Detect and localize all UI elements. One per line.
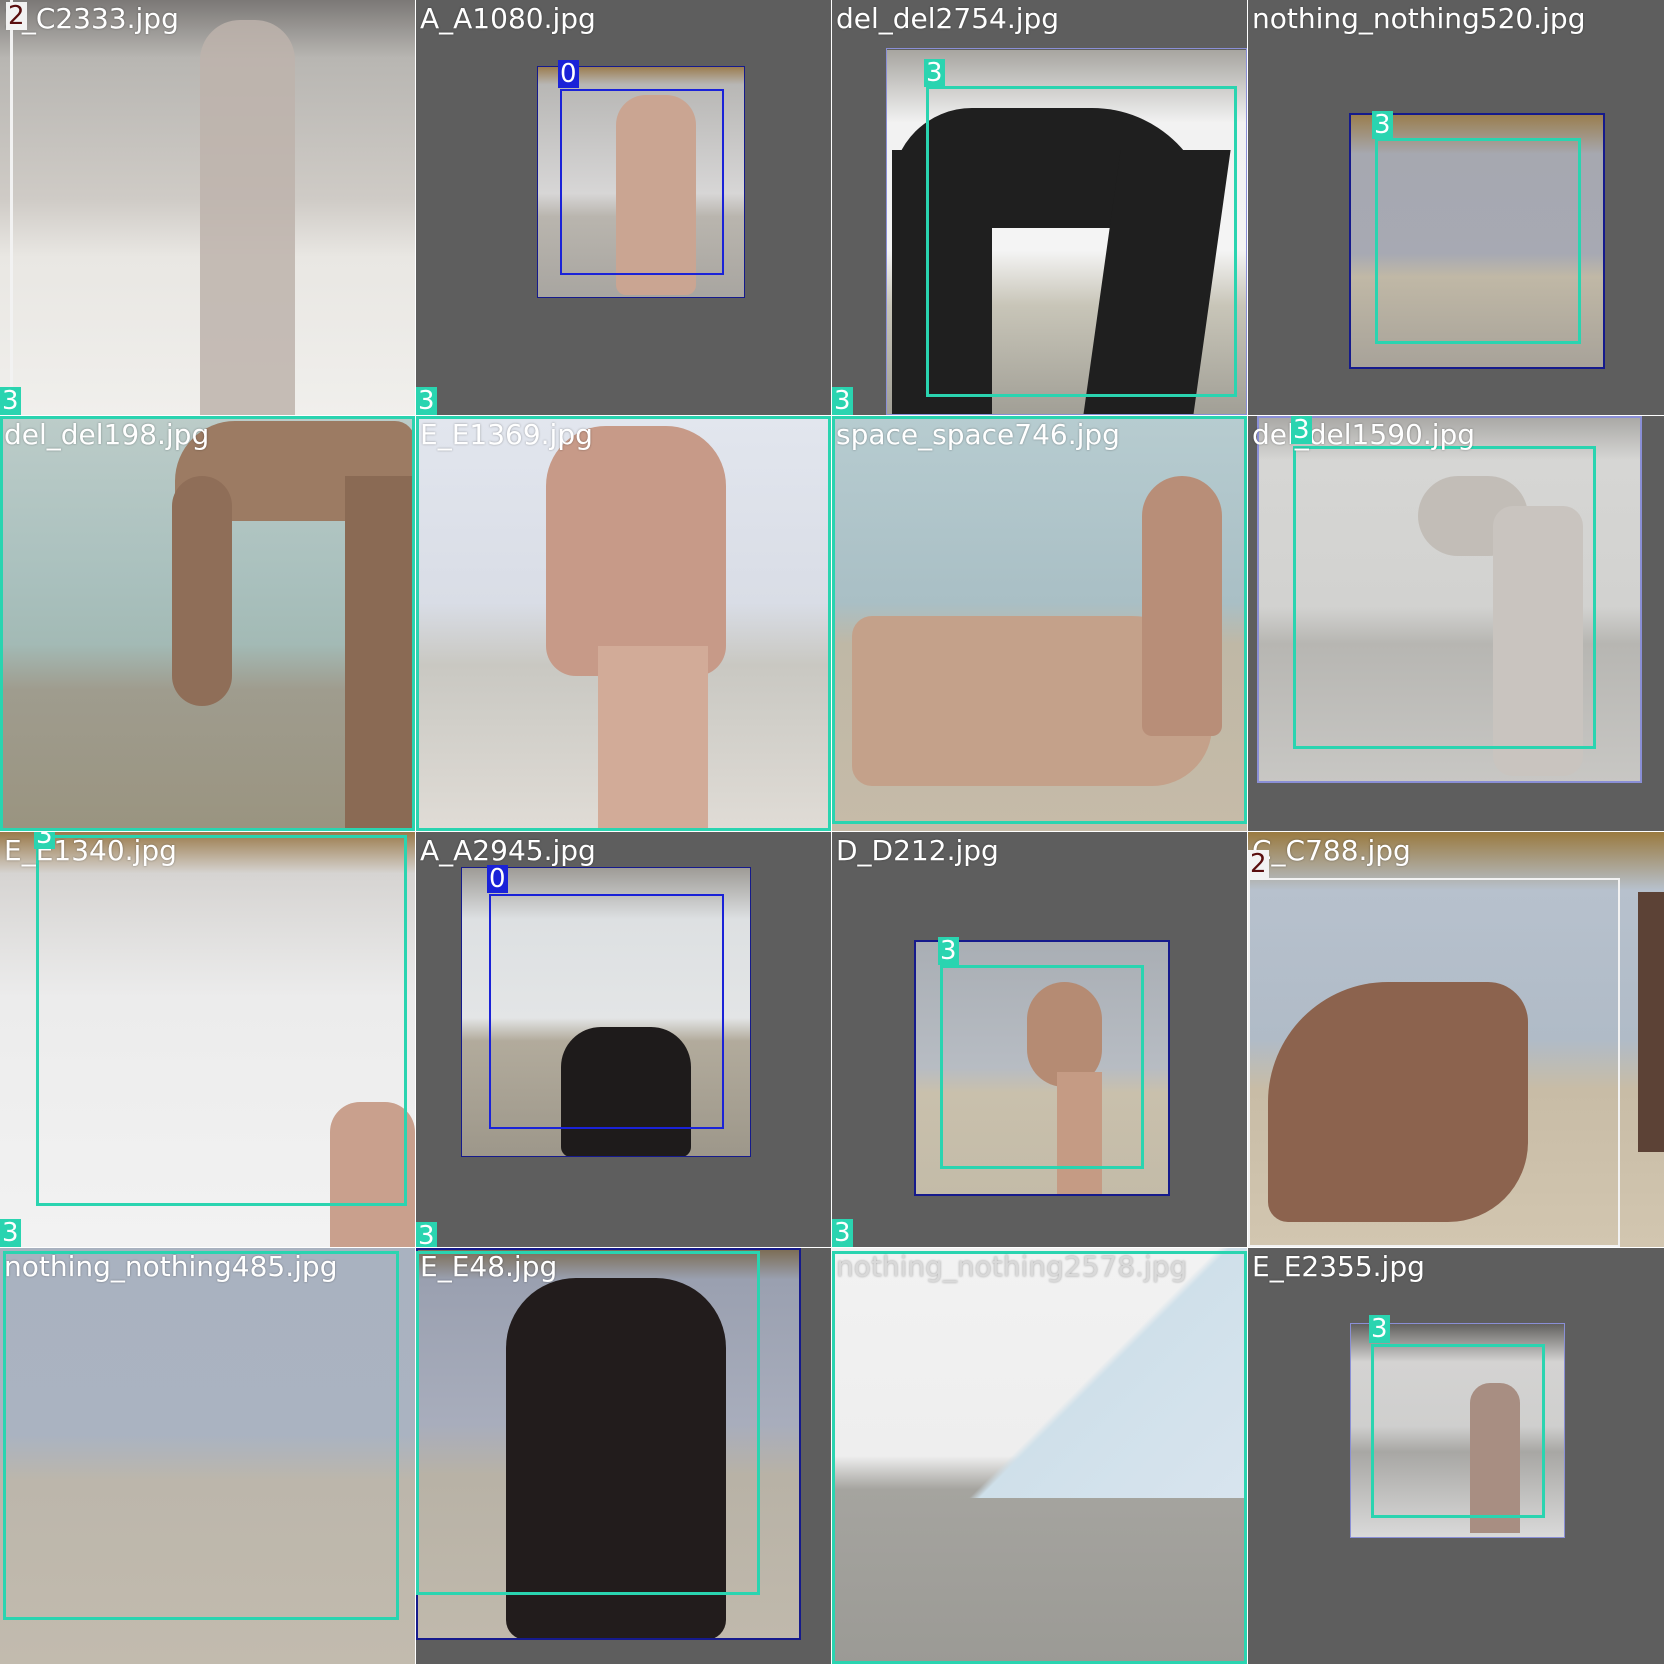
divider (831, 0, 832, 1664)
hand-shape (561, 1027, 691, 1157)
arm-shape (1638, 892, 1664, 1152)
bbox (1293, 446, 1596, 749)
class-tag: 3 (416, 386, 437, 415)
bbox (832, 1251, 1247, 1664)
class-tag: 3 (924, 58, 945, 88)
arm-shape (1493, 506, 1583, 776)
class-tag: 3 (416, 1222, 437, 1247)
class-tag: 0 (558, 59, 579, 89)
filename-label: E_E48.jpg (420, 1250, 558, 1283)
image-tile: E_E48.jpg (416, 1248, 831, 1664)
bbox (537, 66, 745, 298)
arm-shape (598, 646, 708, 831)
image-tile: nothing_nothing520.jpg 3 (1248, 0, 1664, 415)
hand-shape (345, 476, 415, 831)
image-tile: nothing_nothing2578.jpg (832, 1248, 1247, 1664)
bbox (914, 940, 1170, 1196)
image-tile: E_E1340.jpg 3 3 (0, 832, 415, 1247)
bbox (560, 89, 724, 275)
bbox (36, 835, 407, 1206)
arm-shape (892, 150, 992, 415)
filename-label: nothing_nothing2578.jpg (836, 1250, 1188, 1283)
filename-label: E_E1340.jpg (4, 834, 177, 867)
bbox (10, 0, 14, 400)
image-tile: del_del1590.jpg 3 (1248, 416, 1664, 831)
bbox (1257, 416, 1642, 783)
arm-shape (1057, 1072, 1102, 1195)
class-tag: 2 (1248, 849, 1269, 879)
filename-label: space_space746.jpg (836, 418, 1120, 451)
filename-label: A_A2945.jpg (420, 834, 596, 867)
class-tag: 3 (0, 1218, 21, 1247)
bbox (489, 894, 724, 1129)
bbox (416, 416, 831, 831)
class-tag: 3 (832, 1218, 853, 1247)
filename-label: 2_C2333.jpg (4, 2, 179, 35)
bbox (461, 867, 751, 1157)
bbox (1375, 138, 1581, 344)
filename-label: del_del2754.jpg (836, 2, 1060, 35)
hand-shape (1268, 982, 1528, 1222)
photo (0, 1248, 415, 1664)
image-tile: nothing_nothing485.jpg (0, 1248, 415, 1664)
wall-shadow (962, 1248, 1247, 1498)
image-tile: del_del198.jpg (0, 416, 415, 831)
divider (1247, 0, 1248, 1664)
filename-label: E_E2355.jpg (1252, 1250, 1425, 1283)
bbox (886, 48, 1247, 415)
class-tag: 2 (6, 1, 27, 31)
bbox (1371, 1344, 1545, 1518)
hand-shape (546, 426, 726, 676)
hand-shape (330, 1102, 415, 1247)
class-tag: 3 (1372, 110, 1393, 140)
bbox (1248, 878, 1620, 1247)
image-tile: space_space746.jpg (832, 416, 1247, 831)
bbox (3, 1251, 399, 1620)
bbox (1350, 1323, 1565, 1538)
filename-label: C_C788.jpg (1252, 834, 1411, 867)
divider (415, 0, 416, 1664)
photo (1349, 113, 1605, 369)
image-tile: A_A1080.jpg 0 3 (416, 0, 831, 415)
image-tile: del_del2754.jpg 3 3 (832, 0, 1247, 415)
class-tag: 3 (0, 386, 21, 415)
divider (0, 1247, 1664, 1248)
hand-shape (1142, 476, 1222, 736)
filename-label: nothing_nothing520.jpg (1252, 2, 1586, 35)
filename-label: E_E1369.jpg (420, 418, 593, 451)
divider (0, 831, 1664, 832)
class-tag: 3 (34, 832, 55, 849)
class-tag: 3 (1369, 1314, 1390, 1344)
filename-label: D_D212.jpg (836, 834, 999, 867)
bbox (832, 416, 1247, 824)
image-tile: C_C788.jpg 2 (1248, 832, 1664, 1247)
photo (1350, 1323, 1565, 1538)
hand-shape (1470, 1383, 1520, 1533)
image-tile: A_A2945.jpg 0 3 (416, 832, 831, 1247)
bbox (0, 416, 415, 831)
class-tag: 0 (487, 864, 508, 894)
divider (0, 415, 1664, 416)
filename-label: nothing_nothing485.jpg (4, 1250, 338, 1283)
image-tile: E_E1369.jpg (416, 416, 831, 831)
hand-shape (616, 95, 696, 295)
image-tile: D_D212.jpg 3 3 (832, 832, 1247, 1247)
filename-label: del_del198.jpg (4, 418, 210, 451)
hand-shape (1027, 982, 1102, 1087)
filename-label: del_del1590.jpg (1252, 418, 1476, 451)
bbox (926, 86, 1237, 397)
filename-label: A_A1080.jpg (420, 2, 596, 35)
bbox (1349, 113, 1605, 369)
arm-shape (200, 20, 295, 415)
image-tile: 2_C2333.jpg 2 3 (0, 0, 415, 415)
class-tag: 3 (832, 386, 853, 415)
bbox (940, 965, 1144, 1169)
hand-shape (506, 1278, 726, 1640)
class-tag: 3 (1291, 416, 1312, 445)
image-tile: E_E2355.jpg 3 (1248, 1248, 1664, 1664)
bbox (416, 1251, 760, 1595)
class-tag: 3 (938, 936, 959, 966)
hand-shape (172, 476, 232, 706)
